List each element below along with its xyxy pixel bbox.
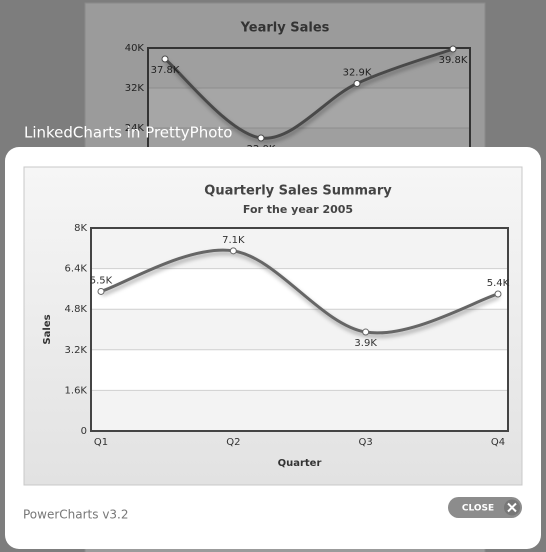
x-tick-label: Q3 (359, 437, 373, 448)
plot-band (91, 228, 508, 269)
page-title: LinkedCharts in PrettyPhoto (24, 124, 232, 142)
data-label: 37.8K (151, 65, 180, 76)
plot-band (91, 309, 508, 350)
data-label: 5.5K (90, 275, 113, 286)
x-tick-label: Q2 (226, 437, 240, 448)
chart-subtitle: For the year 2005 (243, 203, 353, 216)
y-tick-label: 24K (125, 123, 145, 134)
data-point (494, 290, 502, 298)
x-tick-label: Q1 (94, 437, 108, 448)
y-tick-label: 1.6K (65, 385, 88, 396)
data-label: 5.4K (487, 278, 510, 289)
footer: PowerCharts v3.2 (23, 508, 129, 522)
data-label: 7.1K (222, 235, 245, 246)
close-bg[interactable] (448, 497, 522, 518)
y-tick-label: 3.2K (65, 345, 88, 356)
x-tick-label: Q4 (491, 437, 505, 448)
chart-title: Yearly Sales (240, 21, 330, 36)
data-point (362, 328, 370, 336)
y-tick-label: 4.8K (65, 304, 88, 315)
y-axis-title: Sales (42, 314, 53, 344)
data-label: 3.9K (354, 338, 377, 349)
series-line (164, 47, 454, 140)
y-tick-label: 6.4K (65, 264, 88, 275)
close-label[interactable]: CLOSE (462, 504, 494, 514)
chart-title: Quarterly Sales Summary (204, 184, 392, 199)
data-point (449, 45, 457, 53)
data-point (257, 134, 265, 142)
data-label: 32.9K (343, 68, 372, 79)
series-line (100, 248, 499, 335)
data-point (161, 55, 169, 63)
close-x[interactable] (507, 502, 517, 513)
chart: Quarterly Sales Summary For the year 2005… (42, 184, 510, 470)
plot-band (91, 390, 508, 431)
x-axis-title: Quarter (278, 458, 322, 469)
data-point (353, 80, 361, 87)
y-tick-label: 8K (74, 223, 87, 234)
y-tick-label: 0 (81, 426, 87, 437)
plot-border (90, 227, 509, 432)
y-tick-label: 32K (125, 83, 145, 94)
data-point (97, 287, 105, 295)
y-tick-label: 40K (125, 43, 145, 54)
close-button[interactable]: CLOSE (448, 497, 522, 518)
plot-band (148, 48, 470, 88)
data-point (229, 247, 237, 255)
data-label: 39.8K (439, 55, 468, 66)
